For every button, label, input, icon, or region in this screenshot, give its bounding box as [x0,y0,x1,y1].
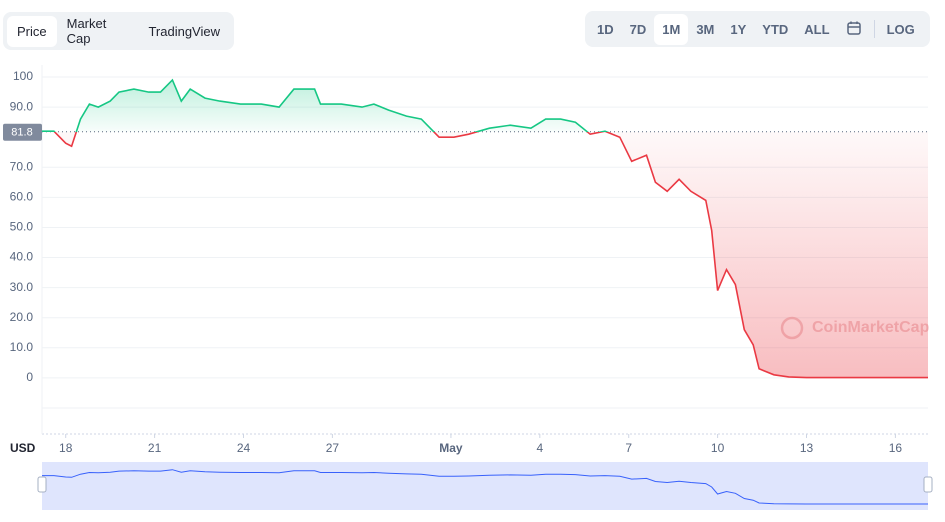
range-button[interactable]: 7D [629,21,647,37]
navigator-handle [37,476,47,493]
navigator-line [42,469,928,505]
y-tick-label: 70.0 [10,159,34,173]
y-tick-label: 90.0 [10,99,34,113]
nav-tick-label: 7 [625,490,632,504]
price-line [42,78,928,379]
y-tick-label: 0 [26,370,33,384]
watermark-logo [780,316,804,340]
y-tick-label: 30.0 [10,280,34,294]
nav-tick-label: 24 [237,490,251,504]
range-button[interactable]: 3M [696,21,715,37]
nav-tick-label: 18 [59,490,73,504]
x-tick-label: 27 [326,441,340,455]
range-bar: 1D 7D 1M 3M 1Y YTD ALL LOG [585,11,930,47]
reference-label-box [3,123,42,141]
tab[interactable]: Market Cap [66,16,107,46]
navigator-handle [923,476,933,493]
range-button[interactable]: 1Y [730,21,747,37]
y-tick-label: 100 [13,69,33,83]
log-button[interactable]: LOG [886,21,915,37]
tab[interactable]: Price [7,15,57,47]
x-tick-label: 13 [800,441,814,455]
x-tick-label: 7 [625,441,632,455]
range-button[interactable]: 1M [654,13,689,45]
y-tick-label: 40.0 [10,250,34,264]
nav-tick-label: 16 [889,490,903,504]
x-tick-label: 4 [536,441,543,455]
price-area [42,80,928,378]
x-tick-label: 16 [889,441,903,455]
currency-label: USD [10,441,36,455]
x-tick-label: 10 [711,441,725,455]
y-tick-label: 10.0 [10,340,34,354]
tab-bar: Price Market Cap TradingView [3,12,234,50]
divider [873,20,875,38]
watermark: CoinMarketCap [812,319,930,336]
tab[interactable]: TradingView [148,23,220,39]
x-tick-label: 18 [59,441,73,455]
nav-tick-label: 27 [326,490,340,504]
nav-tick-label: 13 [800,490,814,504]
y-tick-label: 60.0 [10,190,34,204]
nav-tick-label: 10 [711,490,725,504]
range-button[interactable]: ALL [804,21,830,37]
calendar-button[interactable] [838,12,870,47]
nav-tick-label: 21 [148,490,162,504]
reference-label: 81.8 [11,127,32,139]
range-button[interactable]: 1D [597,21,614,37]
x-tick-label: 21 [148,441,162,455]
calendar-icon [846,21,861,35]
nav-tick-label: 4 [536,490,543,504]
y-tick-label: 20.0 [10,310,34,324]
navigator-bg [42,462,928,510]
x-tick-label: May [439,441,463,455]
range-button[interactable]: YTD [762,21,789,37]
x-tick-label: 24 [237,441,251,455]
nav-tick-label: May [439,490,463,504]
y-tick-label: 50.0 [10,220,34,234]
